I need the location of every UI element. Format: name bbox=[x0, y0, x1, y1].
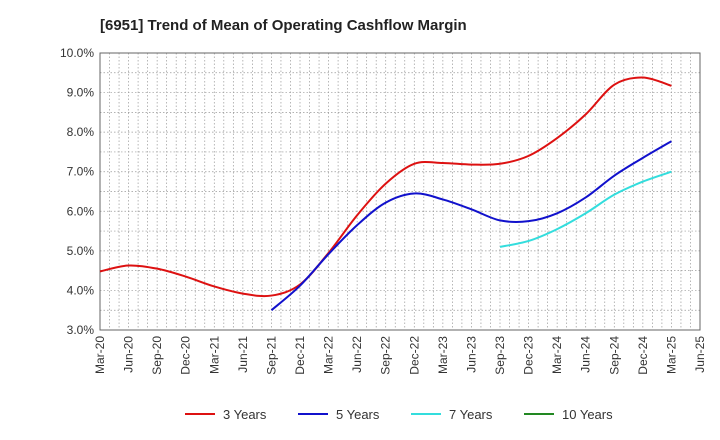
x-tick-label: Dec-21 bbox=[293, 336, 307, 375]
x-tick-label: Mar-22 bbox=[322, 336, 336, 374]
series-line-7-years bbox=[499, 170, 672, 248]
x-tick-label: Dec-22 bbox=[407, 336, 421, 375]
legend-label: 10 Years bbox=[562, 407, 613, 422]
grid bbox=[99, 52, 701, 331]
series-line-5-years bbox=[270, 140, 672, 311]
x-tick-label: Dec-24 bbox=[636, 336, 650, 375]
x-tick-label: Mar-25 bbox=[664, 336, 678, 374]
x-tick-label: Jun-23 bbox=[464, 336, 478, 373]
x-tick-label: Sep-21 bbox=[264, 336, 278, 375]
plot-area bbox=[99, 52, 701, 331]
x-tick-label: Jun-24 bbox=[579, 336, 593, 373]
legend-label: 5 Years bbox=[336, 407, 380, 422]
x-tick-label: Sep-20 bbox=[150, 336, 164, 375]
y-tick-label: 6.0% bbox=[67, 204, 95, 218]
x-tick-label: Jun-21 bbox=[236, 336, 250, 373]
plot-border bbox=[99, 52, 701, 331]
y-tick-label: 10.0% bbox=[60, 46, 94, 60]
x-tick-label: Sep-24 bbox=[607, 336, 621, 375]
series-line-3-years bbox=[99, 76, 672, 298]
x-tick-label: Jun-20 bbox=[122, 336, 136, 373]
y-tick-label: 3.0% bbox=[67, 323, 95, 337]
legend-label: 3 Years bbox=[223, 407, 267, 422]
y-tick-label: 5.0% bbox=[67, 244, 95, 258]
x-tick-label: Jun-25 bbox=[693, 336, 707, 373]
x-tick-label: Mar-23 bbox=[436, 336, 450, 374]
x-tick-label: Dec-23 bbox=[522, 336, 536, 375]
x-tick-label: Mar-21 bbox=[207, 336, 221, 374]
x-tick-label: Jun-22 bbox=[350, 336, 364, 373]
y-tick-label: 4.0% bbox=[67, 283, 95, 297]
y-tick-label: 8.0% bbox=[67, 125, 95, 139]
x-tick-label: Mar-24 bbox=[550, 336, 564, 374]
legend-label: 7 Years bbox=[449, 407, 493, 422]
x-tick-label: Sep-23 bbox=[493, 336, 507, 375]
series-lines bbox=[99, 76, 672, 311]
y-axis: 3.0% 4.0% 5.0% 6.0% 7.0% 8.0% 9.0% 10.0% bbox=[60, 46, 94, 337]
legend: 3 Years 5 Years 7 Years 10 Years bbox=[185, 407, 613, 422]
x-axis: Mar-20 Jun-20 Sep-20 Dec-20 Mar-21 Jun-21 Sep-… bbox=[93, 336, 707, 375]
x-tick-label: Mar-20 bbox=[93, 336, 107, 374]
chart-title: [6951] Trend of Mean of Operating Cashfl… bbox=[100, 17, 467, 34]
y-tick-label: 7.0% bbox=[67, 165, 95, 179]
y-tick-label: 9.0% bbox=[67, 86, 95, 100]
x-tick-label: Dec-20 bbox=[179, 336, 193, 375]
x-tick-label: Sep-22 bbox=[379, 336, 393, 375]
